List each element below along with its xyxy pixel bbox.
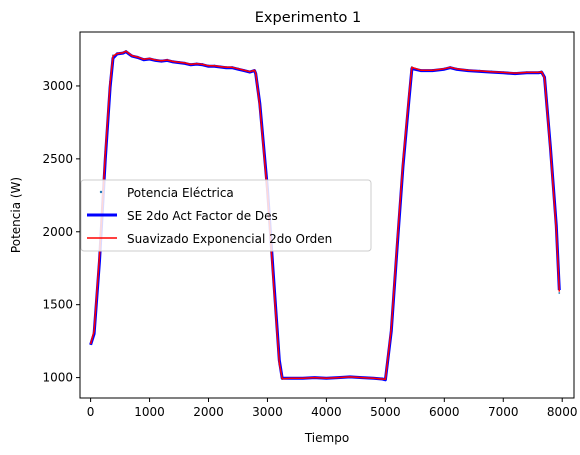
x-axis-label: Tiempo: [304, 431, 349, 445]
legend-entry-potencia: Potencia Eléctrica: [99, 186, 234, 200]
y-tick-label: 3000: [42, 79, 73, 93]
data-point: [558, 292, 561, 294]
x-tick-label: 1000: [134, 405, 165, 419]
x-tick-label: 5000: [370, 405, 401, 419]
legend-marker-potencia: [99, 190, 103, 194]
y-tick-label: 2500: [42, 152, 73, 166]
x-tick-label: 2000: [193, 405, 224, 419]
y-axis: 1000 1500 2000 2500 3000: [42, 79, 80, 385]
x-tick-label: 3000: [252, 405, 283, 419]
legend-entry-suavizado: Suavizado Exponencial 2do Orden: [87, 232, 332, 246]
chart-title: Experimento 1: [255, 10, 361, 26]
legend-entry-se: SE 2do Act Factor de Des: [87, 209, 278, 223]
x-axis: 0 1000 2000 3000 4000 5000 6000 7000 8000: [87, 398, 578, 419]
plot-area: [79, 31, 575, 399]
legend-box: [80, 179, 372, 252]
legend: Potencia Eléctrica SE 2do Act Factor de …: [80, 179, 372, 252]
y-axis-label: Potencia (W): [9, 177, 23, 253]
x-tick-label: 8000: [547, 405, 578, 419]
x-tick-label: 6000: [429, 405, 460, 419]
series-layer: [89, 50, 561, 382]
y-tick-label: 2000: [42, 225, 73, 239]
x-tick-label: 7000: [488, 405, 519, 419]
y-tick-label: 1000: [42, 371, 73, 385]
legend-label-suavizado: Suavizado Exponencial 2do Orden: [127, 232, 332, 246]
legend-label-se: SE 2do Act Factor de Des: [127, 209, 278, 223]
legend-label-potencia: Potencia Eléctrica: [127, 186, 234, 200]
x-tick-label: 0: [87, 405, 95, 419]
y-tick-label: 1500: [42, 298, 73, 312]
x-tick-label: 4000: [311, 405, 342, 419]
series-suavizado-line: [89, 50, 561, 381]
